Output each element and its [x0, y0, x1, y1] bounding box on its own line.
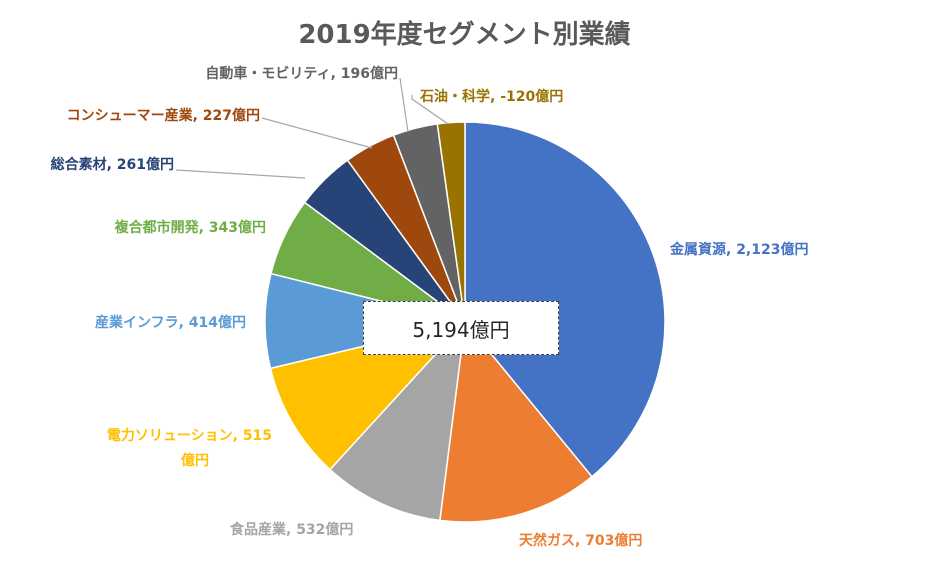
- leader-line-7: [175, 169, 306, 179]
- slice-label-9: 自動車・モビリティ, 196億円: [205, 65, 398, 82]
- slice-label-2: 天然ガス, 703億円: [519, 532, 642, 549]
- slice-label-8: コンシューマー産業, 227億円: [67, 107, 260, 124]
- slice-label-6: 複合都市開発, 343億円: [114, 219, 266, 236]
- chart-title: 2019年度セグメント別業績: [298, 20, 631, 50]
- leader-line-10: [411, 95, 449, 125]
- slice-label-5: 産業インフラ, 414億円: [95, 314, 246, 331]
- leader-line-8: [261, 117, 373, 149]
- slice-label-3: 食品産業, 532億円: [230, 521, 353, 538]
- slice-label-4-line2: 億円: [181, 452, 209, 469]
- slice-label-10: 石油・科学, -120億円: [419, 88, 563, 105]
- total-value-box: 5,194億円: [363, 301, 559, 355]
- slice-label-1: 金属資源, 2,123億円: [669, 241, 808, 258]
- slice-label-4: 電力ソリューション, 515: [107, 427, 272, 444]
- leader-line-9: [399, 77, 409, 133]
- pie-slice-1: [464, 121, 666, 478]
- pie-slice-4: [269, 320, 468, 471]
- pie-slice-10: [436, 121, 466, 323]
- pie-slice-3: [328, 319, 467, 522]
- slice-label-7: 総合素材, 261億円: [51, 156, 174, 173]
- pie-slice-2: [439, 320, 593, 523]
